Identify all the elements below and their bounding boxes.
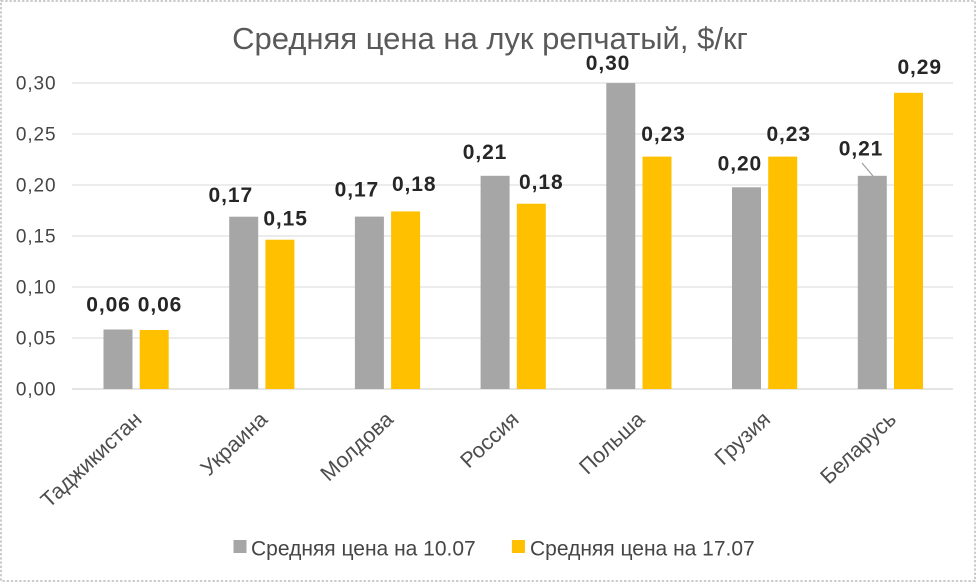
svg-text:0,05: 0,05	[16, 329, 57, 350]
svg-text:0,18: 0,18	[519, 171, 563, 194]
svg-text:0,06: 0,06	[86, 294, 130, 317]
svg-text:Средняя цена на лук репчатый,: Средняя цена на лук репчатый, $/кг	[232, 21, 748, 56]
svg-text:0,29: 0,29	[897, 56, 941, 79]
svg-text:0,30: 0,30	[586, 52, 630, 75]
svg-text:0,23: 0,23	[641, 123, 685, 146]
svg-text:0,17: 0,17	[335, 179, 379, 202]
svg-text:0,21: 0,21	[463, 141, 507, 164]
svg-text:0,06: 0,06	[138, 294, 182, 317]
svg-text:0,15: 0,15	[263, 208, 307, 231]
svg-text:0,15: 0,15	[16, 227, 57, 248]
svg-text:0,30: 0,30	[16, 74, 57, 95]
svg-text:0,21: 0,21	[839, 138, 883, 161]
svg-text:0,17: 0,17	[209, 184, 253, 207]
svg-text:0,00: 0,00	[16, 380, 57, 401]
svg-text:0,23: 0,23	[766, 123, 810, 146]
svg-text:Средняя цена на 17.07: Средняя цена на 17.07	[530, 538, 755, 561]
svg-text:0,25: 0,25	[16, 125, 57, 146]
svg-text:0,10: 0,10	[16, 278, 57, 299]
svg-text:0,20: 0,20	[16, 176, 57, 197]
svg-text:0,18: 0,18	[392, 173, 436, 196]
svg-text:Средняя цена на 10.07: Средняя цена на 10.07	[251, 538, 476, 561]
svg-text:0,20: 0,20	[718, 153, 762, 176]
